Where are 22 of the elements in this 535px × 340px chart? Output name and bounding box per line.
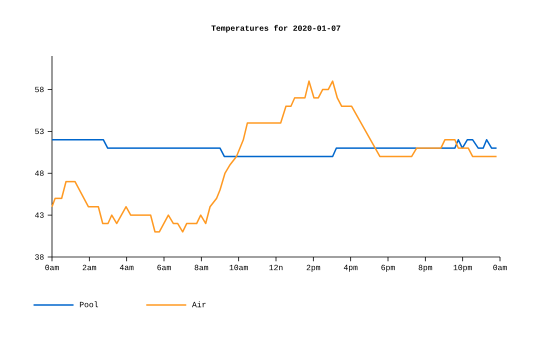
- x-tick-label: 0am: [45, 264, 59, 270]
- x-tick-label: 10pm: [454, 264, 472, 272]
- y-tick-label: 38: [35, 254, 44, 260]
- y-tick-label: 48: [35, 170, 44, 176]
- legend-label: Air: [192, 301, 206, 308]
- x-tick-label: 2pm: [306, 264, 320, 272]
- x-tick-label: 4pm: [344, 264, 358, 272]
- y-tick-label: 43: [35, 212, 44, 218]
- x-tick-label: 10am: [230, 264, 248, 270]
- y-tick-label: 53: [35, 128, 44, 134]
- x-tick-label: 2am: [82, 264, 96, 270]
- x-tick-label: 12n: [269, 264, 282, 270]
- y-tick-label: 58: [35, 86, 44, 92]
- x-tick-label: 8am: [194, 264, 208, 270]
- x-tick-label: 6am: [157, 264, 171, 270]
- x-tick-label: 6pm: [381, 264, 395, 272]
- x-tick-label: 4am: [120, 264, 134, 270]
- x-tick-label: 0am: [493, 264, 507, 270]
- x-tick-label: 8pm: [418, 264, 432, 272]
- legend-label: Pool: [80, 301, 98, 308]
- chart-title: Temperatures for 2020-01-07: [211, 24, 340, 32]
- line-series: [51, 80, 498, 233]
